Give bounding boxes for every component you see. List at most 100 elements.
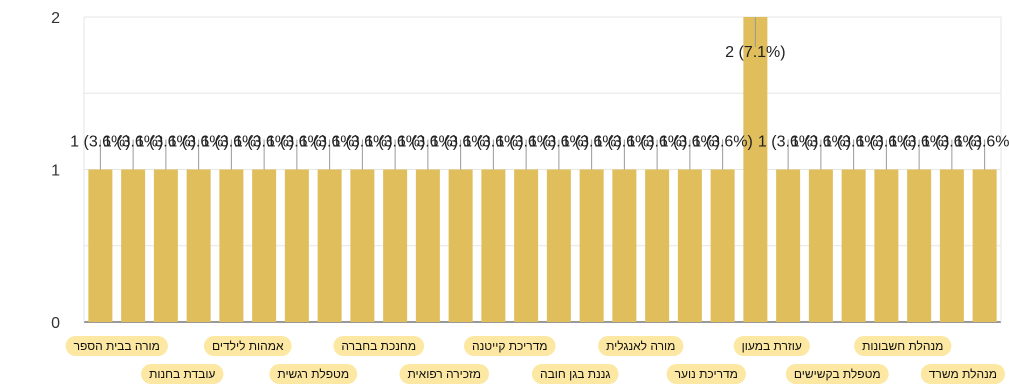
data-label: 1 (3.6%) [136, 134, 196, 151]
bars [88, 17, 997, 323]
category-label: עובדת בחנות [141, 364, 224, 384]
data-label: 1 (3.6%) [103, 134, 163, 151]
category-label-highlight [141, 364, 224, 384]
data-label: 1 (3.6%) [594, 134, 654, 151]
data-label: 1 (3.6%) [627, 134, 687, 151]
bar[interactable] [907, 169, 932, 323]
x-axis-category-labels: מורה בבית הספר אמהות לילדים מחנכת בחברה מדר… [65, 336, 1005, 384]
bar[interactable] [481, 169, 506, 323]
category-label-text: מחנכת בחברה [341, 339, 416, 353]
category-label: מטפלת רגשית [269, 364, 358, 384]
category-label: מדריכת נוער [666, 364, 746, 384]
category-label-highlight [333, 336, 425, 356]
data-label: 1 (3.6%) [922, 134, 982, 151]
data-label: 1 (3.6%) [529, 134, 589, 151]
bar[interactable] [874, 169, 899, 323]
data-label: 1 (3.6%) [332, 134, 392, 151]
data-label: 1 (3.6%) [201, 134, 261, 151]
data-label: 1 (3.6%) [954, 134, 1009, 151]
data-label: 1 (3.6%) [70, 134, 130, 151]
bar[interactable] [612, 169, 637, 323]
y-tick-label: 2 [51, 10, 60, 27]
category-label-text: עוזרת במעון [742, 339, 802, 353]
bar[interactable] [743, 17, 768, 322]
data-label: 1 (3.6%) [299, 134, 359, 151]
data-label: 1 (3.6%) [496, 134, 556, 151]
data-label: 1 (3.6%) [791, 134, 851, 151]
bar[interactable] [939, 169, 964, 323]
bar[interactable] [415, 169, 440, 323]
category-label-text: מטפלת רגשית [277, 367, 349, 381]
category-label-text: גננת בגן חובה [540, 367, 611, 381]
y-tick-label: 1 [51, 163, 60, 180]
bar[interactable] [808, 169, 833, 323]
bar[interactable] [645, 169, 670, 323]
bar[interactable] [88, 169, 113, 323]
category-label-text: עובדת בחנות [149, 367, 215, 381]
category-label-highlight [854, 336, 952, 356]
bar[interactable] [284, 169, 309, 323]
data-label: 1 (3.6%) [463, 134, 523, 151]
category-label-text: מטפלת בקשישים [794, 367, 881, 381]
category-label-highlight [666, 364, 746, 384]
category-label-text: אמהות לילדים [212, 339, 284, 353]
category-label: מנהלת חשבונות [854, 336, 952, 356]
category-label-highlight [65, 336, 168, 356]
data-label: 2 (7.1%) [725, 44, 785, 61]
category-label-highlight [399, 364, 489, 384]
bar[interactable] [121, 169, 146, 323]
bar[interactable] [448, 169, 473, 323]
bar[interactable] [841, 169, 866, 323]
category-label-text: מנהלת משרד [929, 367, 997, 381]
category-label: מורה לאנגלית [598, 336, 684, 356]
category-label-text: מזכירה רפואית [408, 367, 481, 381]
bar[interactable] [186, 169, 211, 323]
category-label: מנהלת משרד [920, 364, 1005, 384]
bar[interactable] [710, 169, 735, 323]
category-label-text: מורה בבית הספר [74, 339, 160, 353]
category-label-text: מורה לאנגלית [606, 339, 675, 353]
category-label-highlight [463, 336, 556, 356]
category-label: מורה בבית הספר [65, 336, 168, 356]
category-label-highlight [269, 364, 358, 384]
bar[interactable] [677, 169, 702, 323]
data-label: 1 (3.6%) [561, 134, 621, 151]
category-label: מדריכת קייטנה [463, 336, 556, 356]
category-label-highlight [920, 364, 1005, 384]
bar[interactable] [579, 169, 604, 323]
data-label: 1 (3.6%) [267, 134, 327, 151]
data-label: 1 (3.6%) [234, 134, 294, 151]
category-label-highlight [531, 364, 619, 384]
bar[interactable] [514, 169, 539, 323]
category-label: עוזרת במעון [733, 336, 810, 356]
bar[interactable] [219, 169, 244, 323]
y-tick-label: 0 [51, 315, 60, 332]
data-label: 1 (3.6%) [398, 134, 458, 151]
data-label: 1 (3.6%) [365, 134, 425, 151]
bar[interactable] [350, 169, 375, 323]
y-axis-ticks: 0 1 2 [51, 10, 60, 332]
category-label: מזכירה רפואית [399, 364, 489, 384]
category-label: גננת בגן חובה [531, 364, 619, 384]
data-label: 1 (3.6%) [889, 134, 949, 151]
bar[interactable] [383, 169, 408, 323]
data-label: 1 (3.6%) [758, 134, 818, 151]
category-label: אמהות לילדים [203, 336, 292, 356]
category-label-text: מדריכת קייטנה [472, 339, 548, 353]
bar[interactable] [153, 169, 178, 323]
bar[interactable] [546, 169, 571, 323]
category-label-text: מנהלת חשבונות [862, 339, 943, 353]
category-label: מטפלת בקשישים [785, 364, 889, 384]
category-label-highlight [598, 336, 684, 356]
bar[interactable] [972, 169, 997, 323]
bar[interactable] [776, 169, 801, 323]
category-label-text: מדריכת נוער [675, 367, 738, 381]
bar[interactable] [317, 169, 342, 323]
data-label: 1 (3.6%) [692, 134, 752, 151]
data-label: 1 (3.6%) [168, 134, 228, 151]
data-label: 1 (3.6%) [660, 134, 720, 151]
category-label-highlight [733, 336, 810, 356]
bar[interactable] [252, 169, 277, 323]
